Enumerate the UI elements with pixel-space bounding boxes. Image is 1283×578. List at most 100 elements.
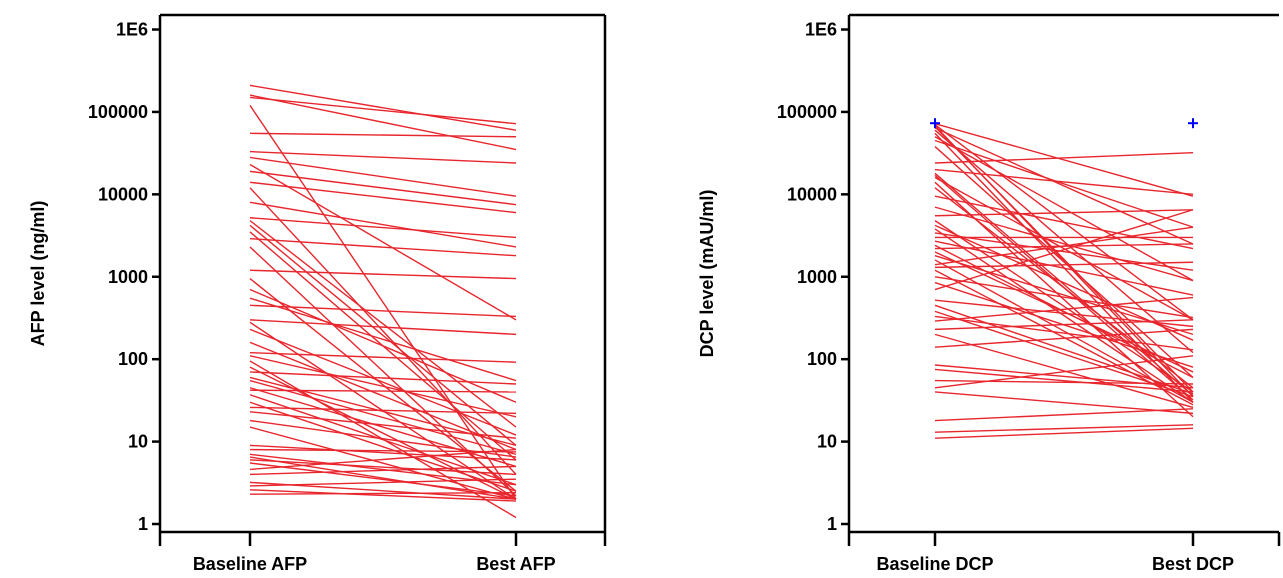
patient-line-27 [249, 341, 517, 451]
patient-line-2 [249, 94, 517, 151]
patient-line-47 [934, 368, 1194, 393]
patient-line-39 [934, 304, 1194, 395]
y-tick-label: 10000 [787, 184, 837, 204]
patient-line-1 [249, 84, 517, 131]
patient-line-53 [934, 427, 1194, 439]
patient-line-21 [249, 288, 517, 403]
patient-line-50 [249, 465, 517, 476]
patient-line-17 [249, 237, 517, 257]
y-tick-label: 10 [817, 432, 837, 452]
patient-line-19 [934, 206, 1194, 282]
patient-line-18 [249, 246, 517, 497]
patient-line-9 [249, 170, 517, 206]
patient-line-19 [249, 269, 517, 280]
patient-line-32 [249, 371, 517, 385]
patient-line-38 [249, 401, 517, 492]
y-tick-label: 1000 [797, 267, 837, 287]
y-tick-label: 1000 [108, 267, 148, 287]
patient-line-8 [249, 163, 517, 321]
patient-line-15 [934, 176, 1194, 321]
patient-line-32 [934, 226, 1194, 266]
patient-line-10 [934, 146, 1194, 378]
patient-line-1 [934, 123, 1194, 197]
patient-line-13 [249, 217, 517, 239]
chart-panel-1: 1 10 100 1000 10000 100000 1E6 Baseline AFP Best… [28, 13, 607, 574]
patient-line-20 [249, 278, 517, 492]
patient-line-29 [934, 251, 1194, 373]
patient-line-26 [249, 328, 517, 436]
patient-line-52 [249, 478, 517, 487]
series-lines [934, 123, 1194, 439]
patient-line-29 [249, 355, 517, 418]
patient-line-13 [934, 172, 1194, 397]
patient-line-21 [934, 220, 1194, 393]
plus-marker-1 [930, 118, 940, 129]
y-tick-label: 100 [807, 349, 837, 369]
patient-line-6 [249, 150, 517, 164]
patient-line-49 [249, 448, 517, 471]
patient-line-10 [249, 181, 517, 214]
patient-line-3 [249, 96, 517, 125]
patient-line-40 [934, 310, 1194, 398]
patient-line-42 [249, 426, 517, 500]
patient-line-44 [934, 333, 1194, 409]
series-lines [249, 84, 517, 519]
patient-line-40 [249, 411, 517, 439]
patient-line-17 [934, 187, 1194, 389]
patient-line-36 [249, 389, 517, 393]
patient-line-14 [249, 220, 517, 428]
patient-line-35 [249, 387, 517, 468]
patient-line-11 [934, 152, 1194, 164]
patient-line-42 [934, 296, 1194, 322]
patient-line-48 [934, 379, 1194, 385]
patient-line-5 [934, 127, 1194, 245]
patient-line-9 [934, 139, 1194, 228]
x-category-label: Baseline DCP [876, 554, 993, 574]
patient-line-48 [249, 462, 517, 497]
patient-line-33 [249, 376, 517, 447]
patient-line-53 [249, 489, 517, 502]
y-axis-title: AFP level (ng/ml) [28, 201, 48, 347]
patient-line-47 [249, 459, 517, 476]
y-tick-label: 10 [128, 432, 148, 452]
patient-line-52 [934, 424, 1194, 433]
y-tick-label: 1 [138, 514, 148, 534]
chart-panel-2: 1 10 100 1000 10000 100000 1E6 Baseline DCP Best… [697, 13, 1281, 574]
y-tick-label: 1E6 [116, 20, 148, 40]
patient-line-4 [934, 126, 1194, 393]
y-axis-title: DCP level (mAU/ml) [697, 190, 717, 358]
patient-line-34 [249, 379, 517, 456]
patient-line-54 [249, 491, 517, 495]
patient-line-12 [249, 201, 517, 248]
y-tick-label: 10000 [98, 184, 148, 204]
patient-line-33 [934, 261, 1194, 269]
patient-line-37 [934, 209, 1194, 291]
patient-line-26 [934, 240, 1194, 296]
patient-line-23 [249, 304, 517, 318]
patient-line-39 [249, 406, 517, 415]
x-category-label: Baseline AFP [193, 554, 307, 574]
patient-line-37 [249, 394, 517, 486]
patient-line-12 [934, 168, 1194, 196]
patient-line-20 [934, 209, 1194, 217]
patient-line-24 [249, 319, 517, 336]
patient-line-43 [249, 444, 517, 461]
patient-line-45 [934, 328, 1194, 348]
patient-line-38 [934, 299, 1194, 328]
patient-line-51 [934, 408, 1194, 422]
x-category-label: Best DCP [1152, 554, 1234, 574]
patient-line-15 [249, 224, 517, 446]
y-tick-label: 100 [118, 349, 148, 369]
patient-line-6 [934, 129, 1194, 354]
patient-line-49 [934, 355, 1194, 389]
y-tick-label: 100000 [88, 102, 148, 122]
patient-line-24 [934, 232, 1194, 271]
patient-line-22 [249, 297, 517, 382]
patient-line-43 [934, 319, 1194, 331]
patient-line-35 [934, 276, 1194, 319]
x-category-label: Best AFP [476, 554, 555, 574]
patient-line-46 [249, 456, 517, 500]
patient-line-50 [934, 391, 1194, 415]
y-tick-label: 100000 [777, 102, 837, 122]
